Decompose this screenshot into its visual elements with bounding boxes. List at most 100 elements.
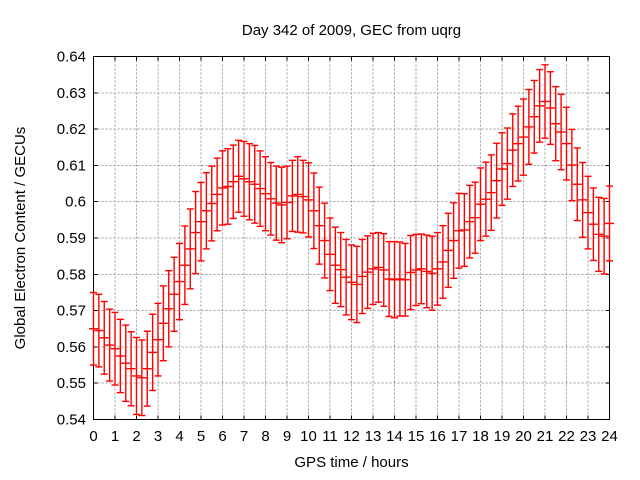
x-tick-label: 17: [451, 428, 468, 445]
error-bar: [443, 212, 453, 289]
error-bar: [287, 159, 297, 233]
error-bar: [572, 147, 582, 222]
error-bar: [153, 302, 163, 377]
x-tick-label: 6: [218, 428, 226, 445]
y-tick-label: 0.56: [57, 339, 86, 356]
error-bar: [588, 187, 598, 262]
error-bar: [465, 184, 475, 259]
x-tick-label: 13: [365, 428, 382, 445]
error-bar: [438, 224, 448, 299]
error-bar: [239, 140, 249, 217]
x-tick-label: 22: [558, 428, 575, 445]
error-bar: [545, 71, 555, 146]
error-bar: [320, 202, 330, 279]
error-bar: [244, 142, 254, 221]
error-bar: [508, 113, 518, 188]
error-bar: [567, 128, 577, 202]
error-bar: [191, 190, 201, 275]
error-bar: [492, 142, 502, 219]
error-bar: [411, 233, 421, 307]
error-bar: [164, 269, 174, 348]
error-bar: [535, 68, 545, 143]
error-bar: [105, 308, 115, 382]
y-tick-label: 0.59: [57, 230, 86, 247]
error-bar: [99, 300, 109, 375]
error-bar: [207, 165, 217, 242]
error-bar: [583, 175, 593, 250]
x-tick-label: 20: [515, 428, 532, 445]
error-bar: [261, 155, 270, 232]
error-bar: [132, 336, 141, 416]
error-bar: [212, 157, 222, 232]
x-tick-label: 7: [240, 428, 248, 445]
y-tick-label: 0.62: [57, 121, 86, 138]
error-bar: [271, 165, 281, 241]
error-bar: [201, 171, 211, 250]
error-bar: [255, 150, 265, 228]
error-bar: [277, 166, 287, 244]
error-bar: [373, 231, 383, 303]
error-bar: [422, 234, 432, 309]
error-bar: [529, 79, 539, 154]
error-bar: [228, 144, 238, 220]
x-tick-label: 11: [322, 428, 338, 445]
error-bar: [497, 132, 507, 207]
error-bar: [578, 161, 588, 238]
error-bar: [169, 256, 179, 332]
error-bar: [309, 172, 319, 250]
error-bar: [185, 208, 195, 290]
x-tick-label: 16: [429, 428, 446, 445]
x-tick-label: 3: [154, 428, 162, 445]
y-tick-label: 0.61: [57, 157, 86, 174]
error-bar: [384, 240, 394, 318]
error-bar: [605, 185, 614, 262]
error-bar: [234, 139, 244, 213]
error-bar: [502, 127, 512, 200]
x-tick-label: 2: [132, 428, 140, 445]
error-bar: [486, 154, 496, 232]
x-tick-label: 14: [386, 428, 403, 445]
error-bar: [562, 106, 571, 181]
error-bar: [400, 242, 410, 317]
error-bar: [158, 285, 168, 362]
error-bar: [89, 291, 98, 366]
x-tick-label: 21: [537, 428, 554, 445]
error-bar: [341, 238, 351, 316]
error-bar: [556, 93, 566, 171]
error-bar: [406, 234, 416, 311]
error-bar: [454, 192, 464, 269]
x-tick-label: 4: [175, 428, 183, 445]
x-tick-label: 1: [111, 428, 119, 445]
error-bar: [115, 318, 125, 394]
y-tick-label: 0.57: [57, 303, 86, 320]
y-tick-label: 0.6: [65, 194, 86, 211]
x-tick-label: 12: [343, 428, 360, 445]
error-bar: [126, 330, 136, 407]
error-bar: [433, 231, 442, 306]
x-tick-label: 18: [472, 428, 489, 445]
error-bar: [325, 217, 335, 292]
error-bar: [250, 144, 260, 224]
error-bar: [540, 64, 550, 139]
error-bar: [175, 242, 184, 321]
error-bar: [293, 155, 303, 233]
chart-title: Day 342 of 2009, GEC from uqrg: [241, 22, 462, 39]
error-bar: [363, 235, 373, 310]
error-bar: [196, 181, 206, 262]
error-bar: [449, 202, 459, 279]
x-tick-label: 8: [261, 428, 269, 445]
error-bar: [266, 161, 276, 236]
error-bar: [282, 165, 292, 240]
error-bar: [599, 197, 609, 275]
x-tick-label: 9: [283, 428, 291, 445]
error-bar: [218, 150, 227, 226]
error-bar: [94, 293, 104, 368]
error-bar: [395, 241, 405, 317]
y-tick-label: 0.55: [57, 375, 86, 392]
x-tick-label: 15: [408, 428, 425, 445]
error-bar: [142, 330, 152, 407]
error-bar: [513, 105, 523, 182]
error-bar: [330, 226, 340, 305]
